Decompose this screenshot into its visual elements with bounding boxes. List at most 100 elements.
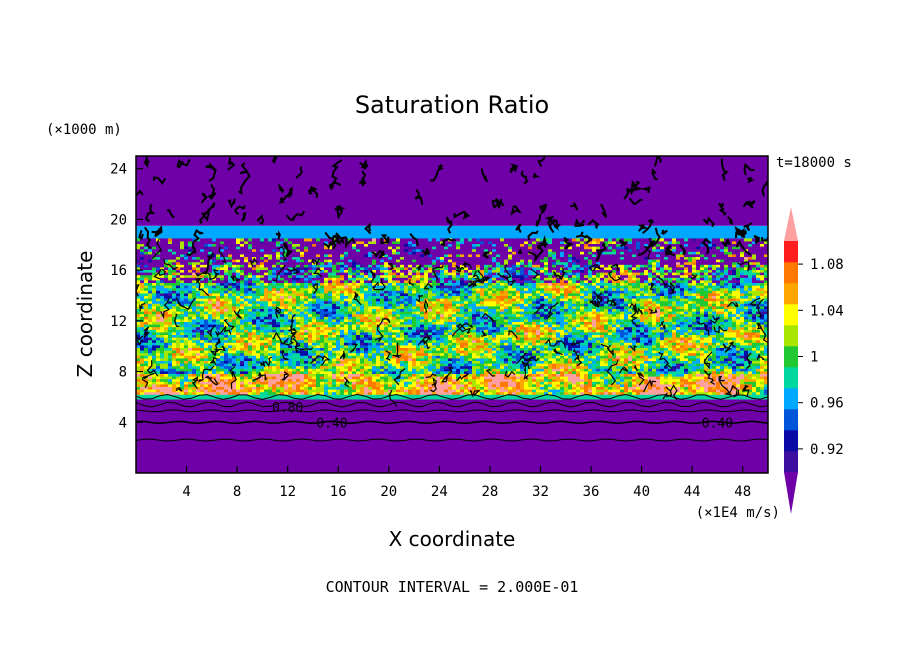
field-cell	[288, 347, 293, 351]
field-cell	[244, 368, 249, 372]
field-cell	[348, 363, 353, 367]
field-cell	[200, 357, 205, 361]
field-cell	[480, 386, 485, 390]
field-cell	[576, 339, 581, 343]
field-cell	[644, 391, 649, 395]
field-cell	[648, 313, 653, 317]
field-cell	[268, 363, 273, 367]
field-cell	[312, 347, 317, 351]
field-cell	[156, 337, 161, 341]
field-cell	[164, 376, 169, 380]
field-cell	[752, 339, 757, 343]
field-cell	[332, 337, 337, 341]
field-cell	[328, 339, 333, 343]
field-cell	[152, 370, 157, 374]
field-cell	[680, 352, 685, 356]
field-cell	[588, 376, 593, 380]
field-cell	[312, 326, 317, 330]
field-cell	[428, 381, 433, 385]
field-cell	[244, 324, 249, 328]
field-cell	[392, 342, 397, 346]
field-cell	[712, 329, 717, 333]
field-cell	[536, 345, 541, 348]
field-cell	[192, 391, 197, 395]
field-cell	[440, 316, 445, 320]
field-cell	[356, 334, 361, 338]
field-cell	[308, 381, 313, 385]
field-cell	[256, 389, 261, 393]
field-cell	[644, 345, 649, 348]
field-cell	[220, 347, 225, 351]
field-cell	[368, 378, 373, 382]
field-cell	[648, 321, 653, 325]
field-cell	[292, 350, 297, 354]
field-cell	[172, 376, 177, 380]
field-cell	[640, 313, 645, 317]
field-cell	[332, 350, 337, 354]
field-cell	[452, 355, 457, 359]
field-cell	[548, 321, 553, 325]
field-cell	[412, 345, 417, 348]
field-cell	[288, 316, 293, 320]
field-cell	[244, 345, 249, 348]
field-cell	[236, 339, 241, 343]
field-cell	[496, 334, 501, 338]
field-cell	[420, 350, 425, 354]
field-cell	[240, 342, 245, 346]
field-cell	[412, 381, 417, 385]
field-cell	[696, 329, 701, 333]
field-cell	[660, 339, 665, 343]
field-cell	[556, 329, 561, 333]
field-cell	[208, 326, 213, 330]
field-cell	[396, 334, 401, 338]
field-cell	[168, 355, 173, 359]
field-cell	[356, 386, 361, 390]
field-cell	[356, 389, 361, 393]
field-cell	[328, 370, 333, 374]
field-cell	[384, 321, 389, 325]
field-cell	[476, 342, 481, 346]
field-cell	[516, 389, 521, 393]
field-cell	[276, 332, 281, 335]
field-cell	[348, 332, 353, 335]
field-cell	[764, 370, 768, 374]
field-cell	[552, 383, 557, 387]
field-cell	[252, 350, 257, 354]
field-cell	[752, 365, 757, 369]
field-cell	[188, 391, 193, 395]
field-cell	[228, 313, 233, 317]
field-cell	[428, 368, 433, 372]
field-cell	[164, 378, 169, 382]
field-cell	[756, 383, 761, 387]
field-cell	[728, 373, 733, 377]
field-cell	[720, 352, 725, 356]
field-cell	[392, 339, 397, 343]
field-cell	[648, 319, 653, 322]
field-cell	[760, 339, 765, 343]
field-cell	[296, 391, 301, 395]
field-cell	[232, 357, 237, 361]
field-cell	[392, 321, 397, 325]
field-cell	[376, 373, 381, 377]
field-cell	[168, 365, 173, 369]
field-cell	[192, 389, 197, 393]
field-cell	[492, 370, 497, 374]
field-cell	[184, 339, 189, 343]
field-cell	[512, 363, 517, 367]
field-cell	[136, 329, 141, 333]
field-cell	[300, 345, 305, 348]
field-cell	[256, 329, 261, 333]
field-cell	[380, 321, 385, 325]
field-cell	[632, 352, 637, 356]
field-cell	[256, 316, 261, 320]
field-cell	[252, 355, 257, 359]
field-cell	[668, 347, 673, 351]
field-cell	[428, 342, 433, 346]
field-cell	[616, 383, 621, 387]
field-cell	[728, 326, 733, 330]
field-cell	[440, 357, 445, 361]
field-cell	[680, 391, 685, 395]
field-cell	[336, 378, 341, 382]
field-cell	[684, 373, 689, 377]
field-cell	[356, 360, 361, 364]
